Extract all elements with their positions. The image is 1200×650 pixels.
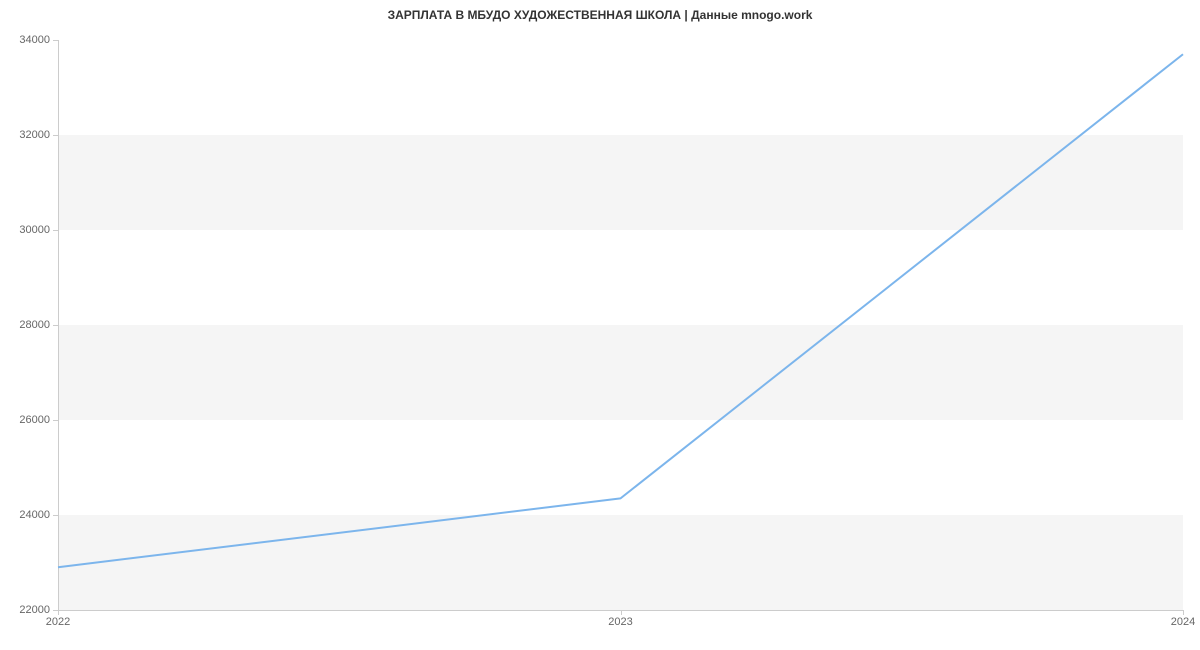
- x-axis-line: [58, 610, 1183, 611]
- y-tick-label: 22000: [19, 604, 50, 616]
- y-tick-label: 30000: [19, 224, 50, 236]
- x-tick-mark: [1183, 610, 1184, 615]
- x-tick-label: 2022: [46, 616, 70, 628]
- y-tick-label: 32000: [19, 129, 50, 141]
- y-tick-label: 34000: [19, 34, 50, 46]
- chart-container: ЗАРПЛАТА В МБУДО ХУДОЖЕСТВЕННАЯ ШКОЛА | …: [0, 0, 1200, 650]
- y-tick-label: 24000: [19, 509, 50, 521]
- x-tick-label: 2024: [1171, 616, 1195, 628]
- line-layer: [58, 40, 1183, 610]
- x-tick-label: 2023: [608, 616, 632, 628]
- series-line: [58, 54, 1183, 567]
- plot-area: 2200024000260002800030000320003400020222…: [58, 40, 1183, 610]
- chart-title: ЗАРПЛАТА В МБУДО ХУДОЖЕСТВЕННАЯ ШКОЛА | …: [0, 8, 1200, 22]
- y-tick-label: 28000: [19, 319, 50, 331]
- y-tick-label: 26000: [19, 414, 50, 426]
